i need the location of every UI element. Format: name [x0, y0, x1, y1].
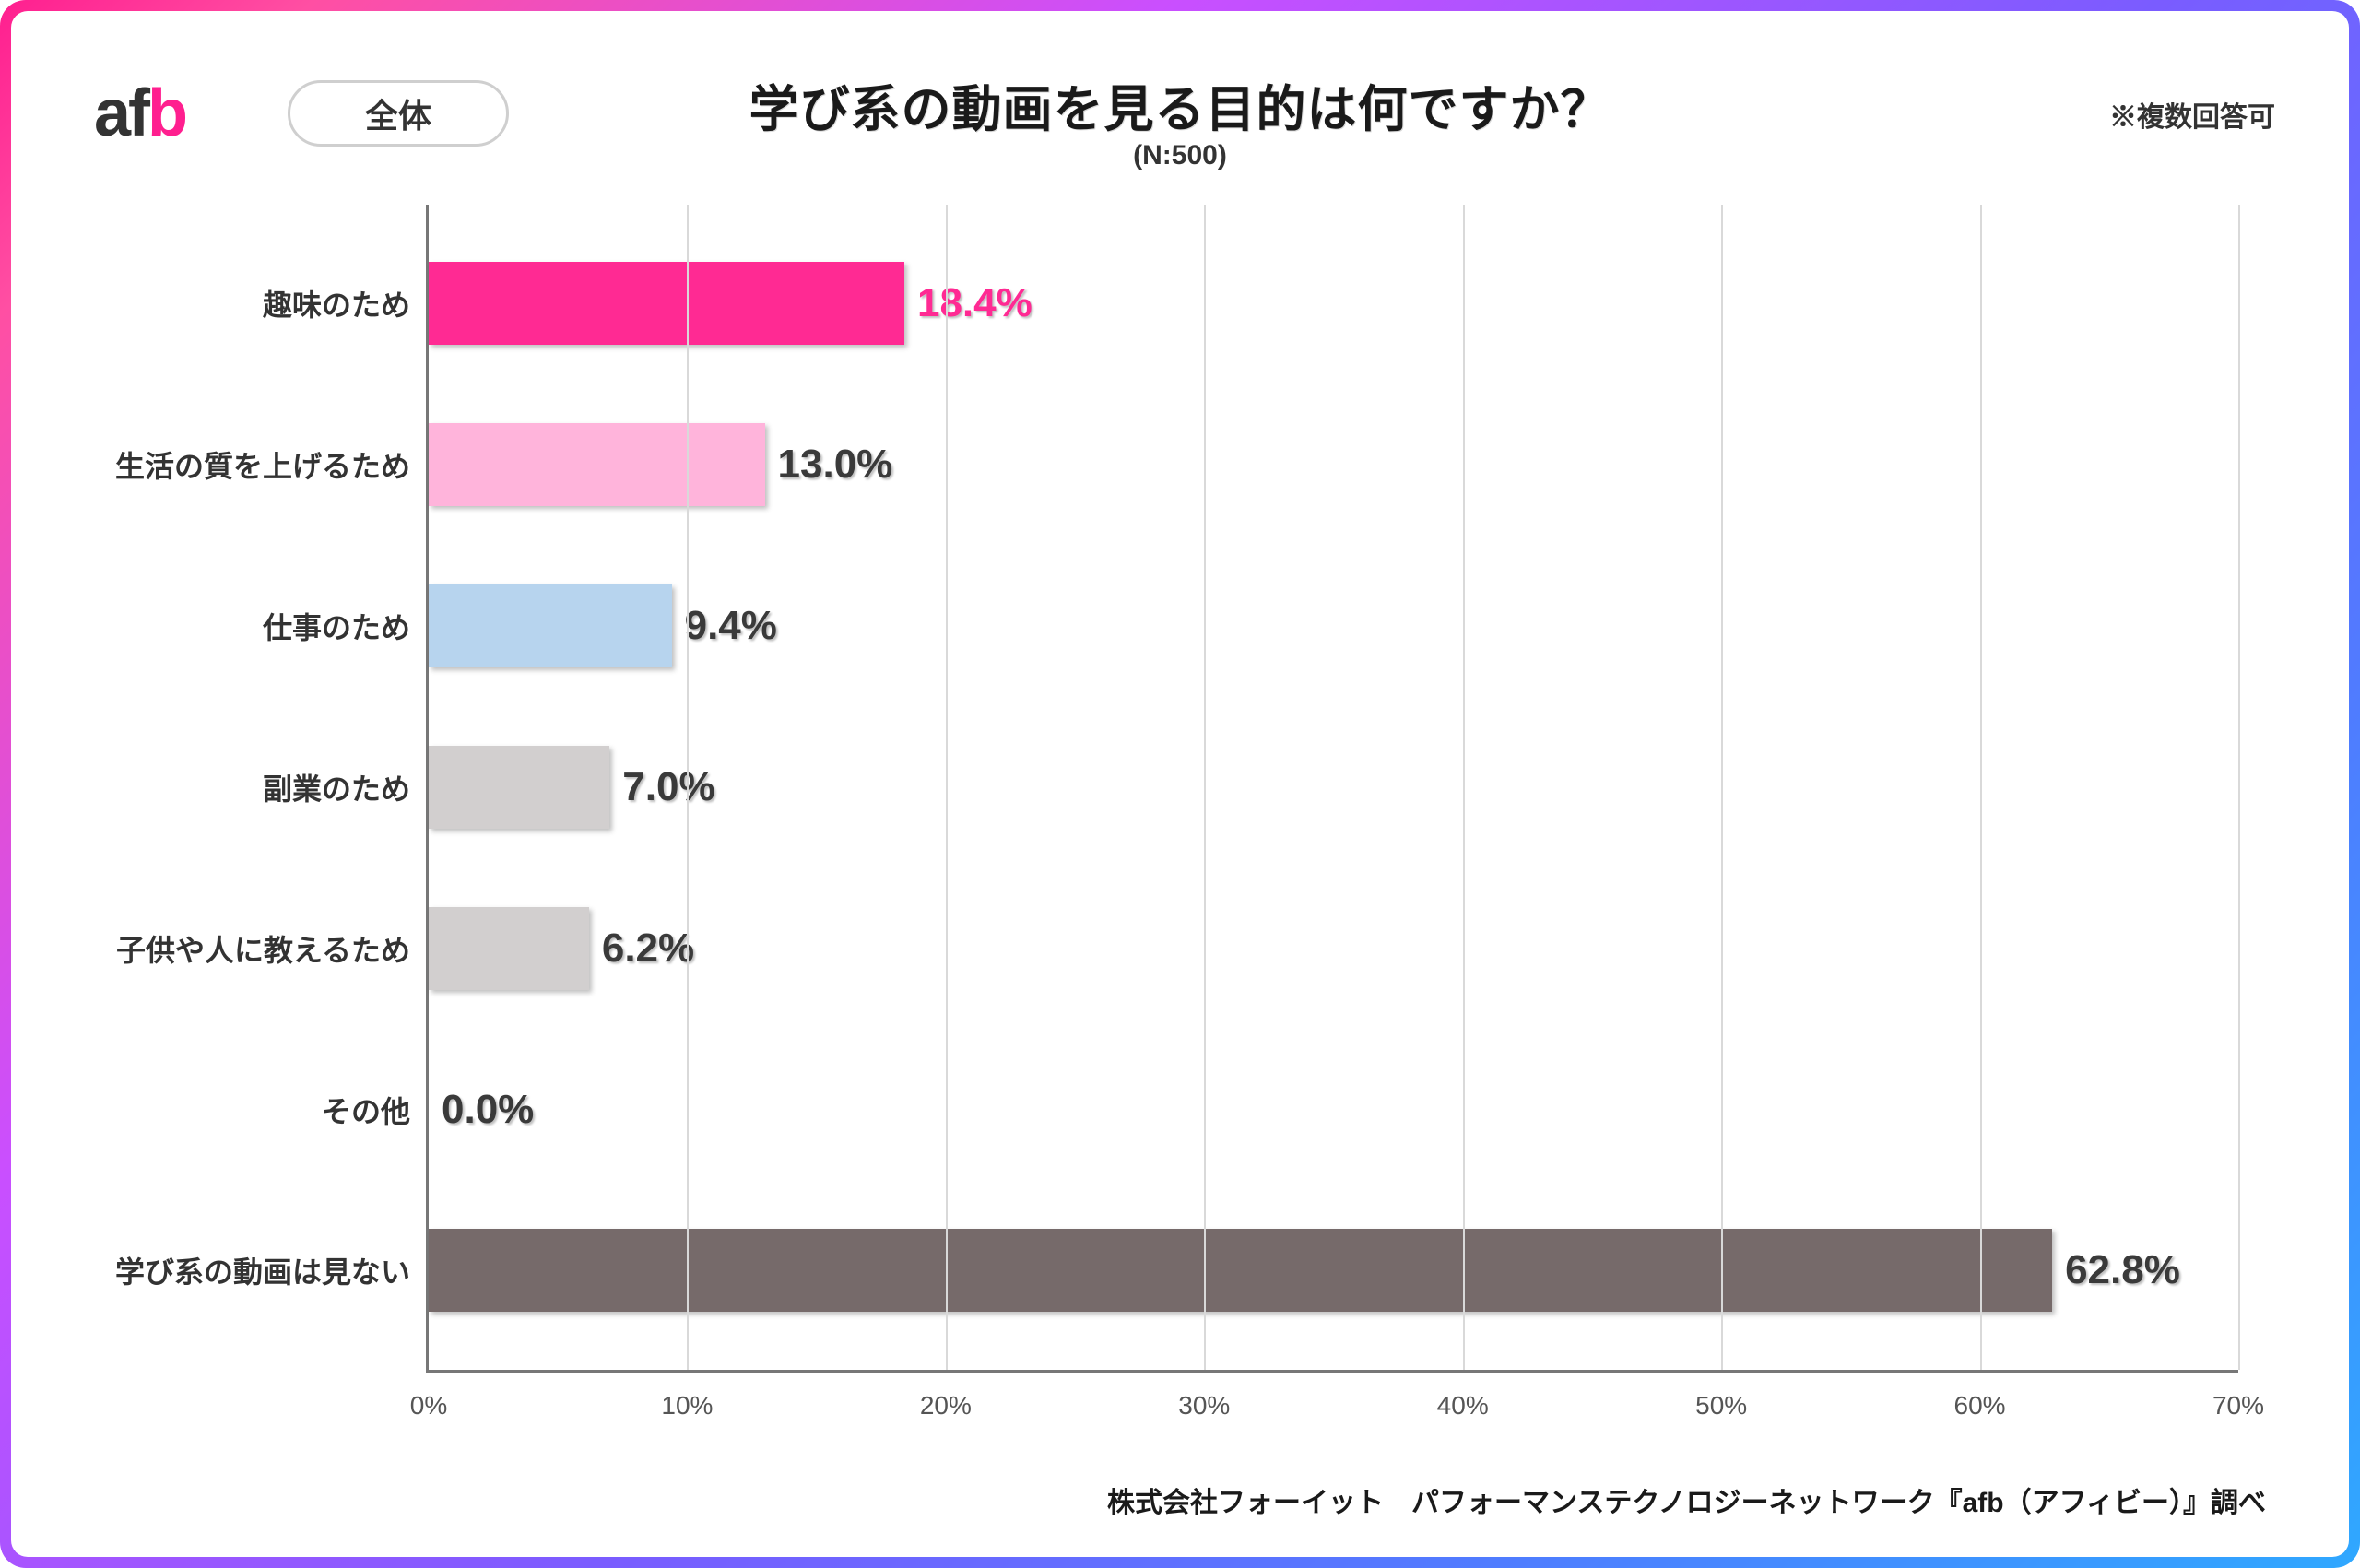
y-axis-category-label: 生活の質を上げるため [60, 443, 410, 486]
bars-container: 趣味のため18.4% 生活の質を上げるため13.0% 仕事のため9.4% 副業のため7… [429, 205, 2238, 1370]
y-axis-category-label: その他 [60, 1089, 410, 1131]
gridline [1980, 205, 1982, 1370]
y-axis-category-label: 副業のため [60, 766, 410, 808]
gridline [946, 205, 948, 1370]
chart-card: afb 全体 学び系の動画を見る目的は何ですか？ (N:500) ※複数回答可 … [11, 11, 2349, 1557]
bar-value-label: 62.8% [2065, 1247, 2180, 1293]
bar-value-label: 13.0% [778, 442, 893, 488]
x-axis-tick-label: 0% [410, 1391, 447, 1421]
bar-row: 仕事のため9.4% [429, 571, 2238, 681]
bar-row: その他0.0% [429, 1055, 2238, 1165]
bar: 6.2% [429, 907, 589, 990]
bar-row: 子供や人に教えるため6.2% [429, 893, 2238, 1004]
x-axis-tick-label: 10% [661, 1391, 713, 1421]
y-axis-category-label: 仕事のため [60, 605, 410, 647]
gridline [1463, 205, 1465, 1370]
bar-row: 副業のため7.0% [429, 732, 2238, 843]
gridline [1721, 205, 1723, 1370]
x-axis-tick-label: 20% [920, 1391, 972, 1421]
header: afb 全体 学び系の動画を見る目的は何ですか？ (N:500) ※複数回答可 [11, 48, 2349, 195]
gridline [2238, 205, 2240, 1370]
bar: 18.4% [429, 262, 904, 345]
bar: 62.8% [429, 1229, 2052, 1312]
bar-row: 生活の質を上げるため13.0% [429, 409, 2238, 520]
bar-row: 趣味のため18.4% [429, 248, 2238, 359]
bar-value-label: 18.4% [917, 280, 1032, 326]
bar-value-label: 0.0% [442, 1087, 534, 1133]
gradient-frame: afb 全体 学び系の動画を見る目的は何ですか？ (N:500) ※複数回答可 … [0, 0, 2360, 1568]
x-axis-tick-label: 70% [2212, 1391, 2264, 1421]
y-axis-category-label: 趣味のため [60, 282, 410, 324]
gridline [687, 205, 689, 1370]
gridline [1204, 205, 1206, 1370]
bar-row: 学び系の動画は見ない62.8% [429, 1215, 2238, 1326]
y-axis-category-label: 学び系の動画は見ない [60, 1249, 410, 1291]
bar: 9.4% [429, 584, 672, 667]
x-axis-tick-label: 60% [1954, 1391, 2006, 1421]
chart-subtitle: (N:500) [11, 140, 2349, 171]
chart-area: 趣味のため18.4% 生活の質を上げるため13.0% 仕事のため9.4% 副業のため7… [85, 205, 2275, 1446]
bar-value-label: 7.0% [622, 764, 714, 810]
chart-note: ※複数回答可 [2109, 94, 2275, 135]
chart-title: 学び系の動画を見る目的は何ですか？ [11, 68, 2349, 141]
bar-value-label: 9.4% [685, 603, 777, 649]
bar-value-label: 6.2% [602, 925, 694, 972]
x-axis-tick-label: 30% [1178, 1391, 1230, 1421]
plot-region: 趣味のため18.4% 生活の質を上げるため13.0% 仕事のため9.4% 副業のため7… [426, 205, 2238, 1373]
y-axis-category-label: 子供や人に教えるため [60, 927, 410, 970]
x-axis-tick-label: 40% [1437, 1391, 1489, 1421]
x-axis-tick-label: 50% [1695, 1391, 1747, 1421]
bar: 7.0% [429, 746, 609, 829]
bar: 13.0% [429, 423, 765, 506]
credit-line: 株式会社フォーイット パフォーマンステクノロジーネットワーク『afb（アフィビー… [1107, 1480, 2266, 1520]
